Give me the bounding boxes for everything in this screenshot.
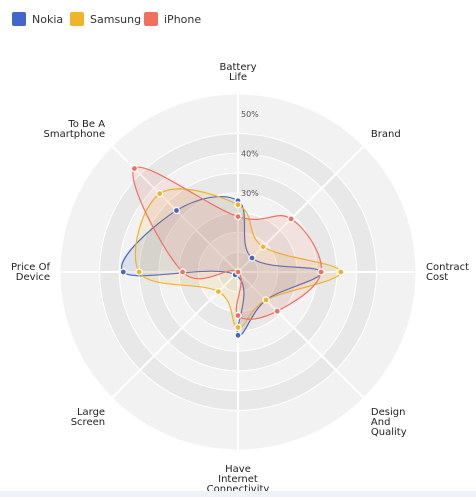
axis-label: Have Internet Connectivity — [207, 464, 270, 495]
data-point-samsung[interactable] — [214, 288, 222, 296]
legend-item-iphone[interactable]: iPhone — [144, 12, 201, 26]
data-point-samsung[interactable] — [135, 268, 143, 276]
legend-swatch — [70, 12, 84, 26]
data-point-iphone[interactable] — [234, 268, 242, 276]
radar-spoke — [237, 145, 365, 273]
data-point-iphone[interactable] — [234, 213, 242, 221]
axis-label: Battery Life — [219, 62, 256, 83]
data-point-nokia[interactable] — [119, 268, 127, 276]
legend-item-nokia[interactable]: Nokia — [12, 12, 63, 26]
axis-label: Contract Cost — [426, 262, 469, 283]
data-point-samsung[interactable] — [337, 268, 345, 276]
axis-label: To Be A Smartphone — [44, 119, 106, 140]
legend-label: Samsung — [90, 13, 141, 26]
axis-label: Design And Quality — [371, 407, 407, 438]
data-point-nokia[interactable] — [248, 254, 256, 262]
series-areas — [121, 166, 342, 337]
series-points — [119, 164, 345, 339]
legend-item-samsung[interactable]: Samsung — [70, 12, 141, 26]
radar-tick-label: 40% — [241, 149, 259, 158]
data-point-iphone[interactable] — [130, 164, 139, 173]
legend-swatch — [12, 12, 26, 26]
radar-spoke — [237, 271, 365, 399]
radar-tick-labels: 30% 40% 50% — [241, 110, 259, 198]
data-point-samsung[interactable] — [234, 201, 242, 209]
axis-labels: Battery Life Brand Contract Cost Design And Qua… — [11, 62, 469, 495]
legend-swatch — [144, 12, 158, 26]
data-point-samsung[interactable] — [156, 190, 164, 198]
data-point-samsung[interactable] — [234, 323, 242, 331]
radar-tick-label: 50% — [241, 110, 259, 119]
axis-label: Price Of Device — [11, 262, 50, 283]
axis-label: Brand — [371, 129, 401, 140]
data-point-iphone[interactable] — [234, 311, 242, 320]
radar-tick-label: 30% — [241, 189, 259, 198]
legend: Nokia Samsung iPhone — [12, 12, 201, 26]
bottom-strip — [0, 491, 476, 497]
data-point-samsung[interactable] — [262, 296, 270, 304]
legend-label: iPhone — [164, 13, 201, 26]
data-point-iphone[interactable] — [287, 215, 295, 223]
data-point-iphone[interactable] — [317, 268, 325, 276]
legend-label: Nokia — [32, 13, 63, 26]
axis-label: Large Screen — [71, 407, 105, 428]
data-point-iphone[interactable] — [273, 307, 281, 315]
data-point-nokia[interactable] — [172, 206, 181, 215]
radar-spokes — [60, 94, 416, 450]
data-point-nokia[interactable] — [234, 331, 242, 339]
data-point-iphone[interactable] — [179, 268, 187, 276]
data-point-samsung[interactable] — [259, 243, 267, 251]
